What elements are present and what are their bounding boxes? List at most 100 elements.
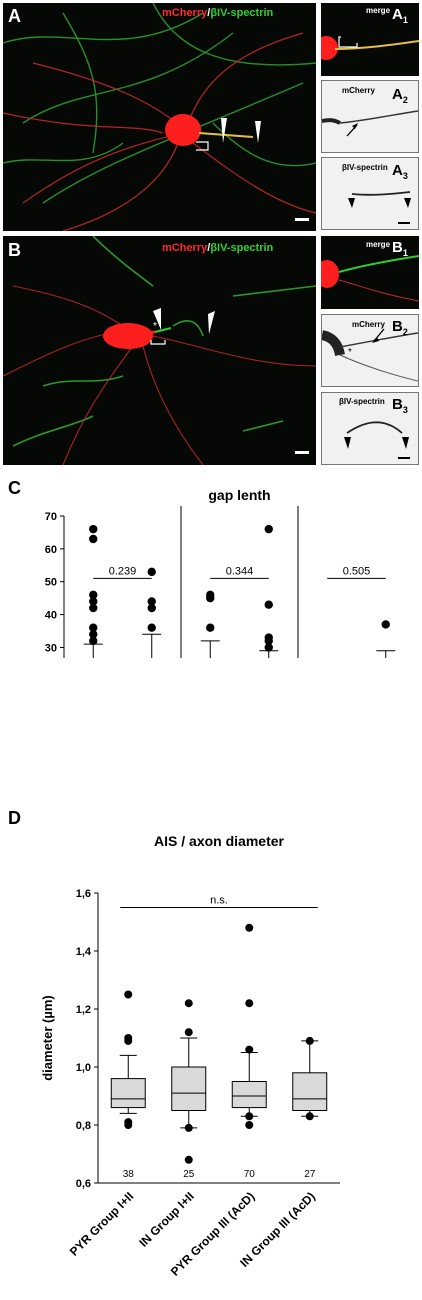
mcherry-label: mCherry [162,7,208,19]
outlier-point [89,630,98,639]
y-tick-label: 40 [45,610,57,622]
outlier-point [184,1028,193,1037]
inset-b2-image: * [320,328,419,382]
outlier-point [147,623,156,632]
sample-size-label: 70 [244,1169,256,1180]
outlier-point [245,1121,254,1129]
outlier-point [264,600,273,609]
inset-a3 [321,157,419,230]
outlier-point [89,590,98,600]
sample-size-label: 25 [183,1169,195,1180]
outlier-point [124,990,133,999]
box-3 [292,1072,328,1111]
inset-b2-caption: mCherry [352,320,385,329]
category-label: IN Group I+II [136,1189,197,1250]
outlier-point [89,524,98,534]
y-tick-label: 1,2 [76,1004,91,1016]
inset-b2-label: B2 [392,318,408,337]
chart-c-gap-length: gap lenth01020304050607092PYR48IN43PYR s… [45,487,396,658]
outlier-point [245,923,254,932]
inset-a2 [321,80,419,153]
inset-b1-caption: merge [366,240,391,249]
outlier-point [89,603,98,613]
inset-b1-label: B1 [392,239,408,258]
y-tick-label: 1,6 [76,888,91,900]
outlier-point [147,603,156,613]
outlier-point [89,636,98,646]
inset-b3-label: B3 [392,396,408,415]
outlier-point [264,524,273,534]
panel-c-label: C [8,478,21,498]
comparison-p-value: 0.505 [343,565,371,577]
outlier-point [184,1123,193,1132]
spectrin-label: βIV-spectrin [210,7,274,19]
comparison-p-value: 0.344 [226,565,254,577]
outlier-point [184,999,193,1008]
outlier-point [89,534,98,544]
comparison-p-value: 0.239 [109,565,137,577]
panel-b-micrograph: * [2,235,317,466]
inset-a2-caption: mCherry [342,86,375,95]
stain-separator: / [207,242,211,254]
outlier-point [264,636,273,646]
svg-text:*: * [153,321,157,332]
category-label: PYR Group I+II [67,1189,137,1259]
outlier-point [147,597,156,606]
outlier-point [89,623,98,632]
panel-a-label: A [8,6,21,26]
box-2 [231,1081,267,1109]
panel-b-stain-label: mCherry/βIV-spectrin [162,242,273,254]
inset-a3-label: A3 [392,162,408,181]
y-tick-label: 50 [45,577,57,589]
panel-b-neuron-image: * [2,235,317,466]
panel-a-micrograph [2,2,317,232]
chart-d-ais-axon-diameter: AIS / axon diameter 0,6 0,8 1,0 1,2 1,4 1,6 dia… [40,833,340,1279]
inset-a1 [314,3,420,76]
panel-b-label: B [8,240,21,260]
stain-separator: / [207,7,211,19]
y-tick-label: 1,0 [76,1062,91,1074]
inset-a2-image [321,110,419,137]
inset-b1-image [315,236,420,309]
sample-size-label: 27 [304,1169,316,1180]
y-tick-label: 60 [45,544,57,556]
y-tick-label: 1,4 [76,946,92,958]
outlier-point [305,1112,314,1121]
outlier-point [206,623,215,632]
outlier-point [124,1121,133,1129]
y-tick-label: 30 [45,642,57,654]
panel-a-neuron-image [2,2,317,232]
outlier-point [245,999,254,1008]
chart-title: AIS / axon diameter [154,833,284,849]
outlier-point [245,1045,254,1054]
outlier-point [124,1036,133,1045]
inset-b3 [321,392,419,465]
spectrin-label: βIV-spectrin [210,242,274,254]
box-0 [110,1078,146,1109]
panel-a-stain-label: mCherry/βIV-spectrin [162,7,273,19]
svg-text:*: * [348,347,352,358]
outlier-point [245,1112,254,1121]
y-axis-label: diameter (µm) [40,995,55,1081]
comparison-p-value: n.s. [210,895,228,907]
inset-a1-caption: merge [366,6,391,15]
inset-b1 [315,236,420,309]
y-tick-label: 70 [45,511,57,523]
box-1 [171,1066,207,1111]
outlier-point [305,1036,314,1045]
outlier-point [206,593,215,603]
outlier-point [381,620,390,629]
chart-title: gap lenth [208,487,270,503]
inset-b3-caption: βIV-spectrin [339,397,385,406]
outlier-point [264,643,273,652]
outlier-point [184,1155,193,1164]
mcherry-label: mCherry [162,242,208,254]
inset-a3-image [348,191,411,224]
inset-a1-label: A1 [392,6,408,25]
sample-size-label: 38 [123,1169,135,1180]
inset-b3-image [344,421,410,459]
inset-a2-label: A2 [392,86,408,105]
panel-d-label: D [8,808,21,828]
inset-b2: * [320,314,419,387]
inset-a3-caption: βIV-spectrin [342,163,388,172]
